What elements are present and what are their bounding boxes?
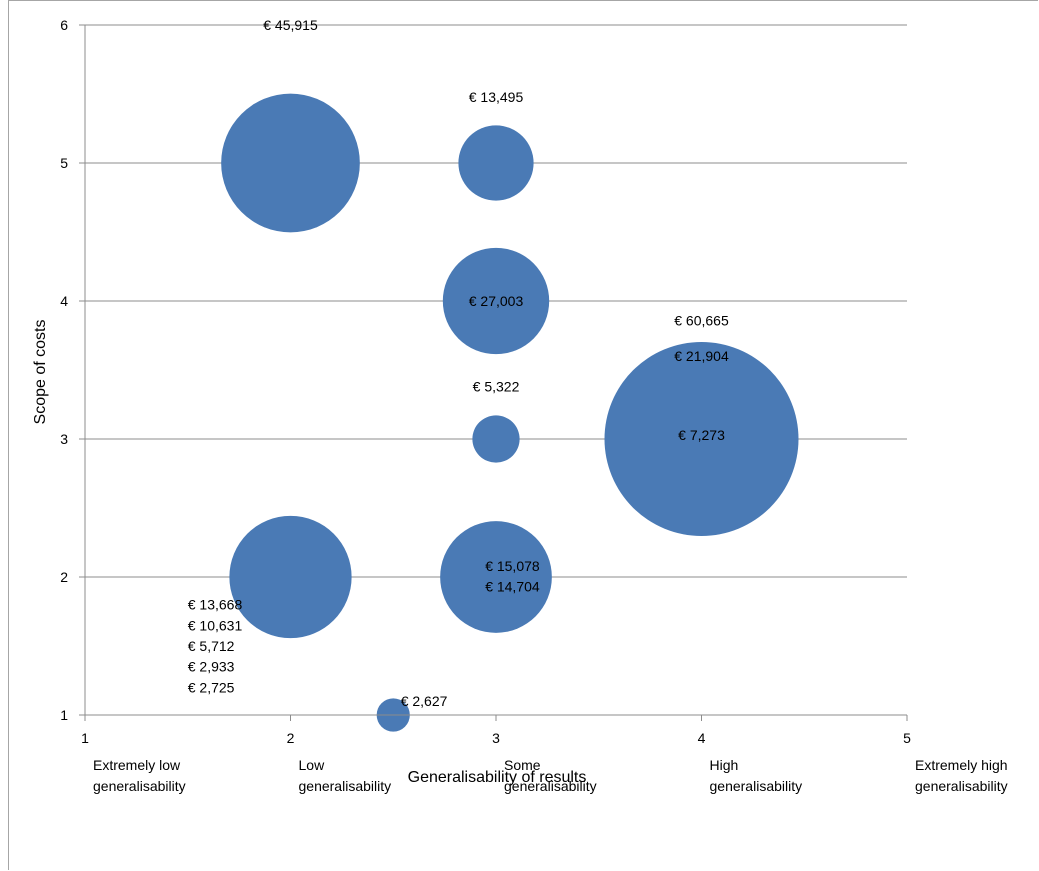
data-label: € 27,003 bbox=[469, 293, 524, 309]
bubble bbox=[458, 125, 534, 201]
data-label: € 2,725 bbox=[188, 679, 235, 695]
data-label: € 10,631 bbox=[188, 617, 243, 633]
data-label: € 5,712 bbox=[188, 638, 235, 654]
x-category-label: Extremely low bbox=[93, 757, 181, 773]
x-category-label: Extremely high bbox=[915, 757, 1008, 773]
bubble bbox=[604, 342, 799, 536]
data-label: € 2,933 bbox=[188, 659, 235, 675]
y-axis-title: Scope of costs bbox=[32, 320, 49, 425]
x-category-label: generalisability bbox=[710, 778, 803, 794]
x-category-label: Some bbox=[504, 757, 541, 773]
x-axis-title: Generalisability of results bbox=[408, 769, 587, 786]
x-tick-label: 5 bbox=[903, 730, 911, 746]
y-tick-label: 2 bbox=[60, 569, 68, 585]
x-tick-label: 3 bbox=[492, 730, 500, 746]
x-tick-label: 1 bbox=[81, 730, 89, 746]
bubbles bbox=[221, 93, 799, 732]
x-category-label: generalisability bbox=[299, 778, 392, 794]
bubble bbox=[221, 93, 360, 233]
x-tick-label: 4 bbox=[698, 730, 706, 746]
y-tick-label: 5 bbox=[60, 155, 68, 171]
bubble bbox=[442, 247, 550, 355]
x-category-label: High bbox=[710, 757, 739, 773]
y-tick-label: 3 bbox=[60, 431, 68, 447]
data-label: € 15,078 bbox=[485, 558, 540, 574]
data-label: € 21,904 bbox=[674, 348, 729, 364]
x-category-label: generalisability bbox=[93, 778, 186, 794]
data-label: € 45,915 bbox=[263, 17, 318, 33]
y-tick-label: 1 bbox=[60, 707, 68, 723]
data-label: € 13,495 bbox=[469, 89, 524, 105]
bubble bbox=[229, 515, 352, 639]
y-tick-label: 6 bbox=[60, 17, 68, 33]
x-category-label: Low bbox=[299, 757, 326, 773]
data-label: € 7,273 bbox=[678, 427, 725, 443]
x-category-label: generalisability bbox=[915, 778, 1008, 794]
bubble bbox=[440, 521, 552, 633]
bubble bbox=[472, 415, 520, 463]
data-label: € 14,704 bbox=[485, 579, 540, 595]
data-label: € 60,665 bbox=[674, 312, 729, 328]
x-tick-label: 2 bbox=[287, 730, 295, 746]
data-label: € 5,322 bbox=[473, 379, 520, 395]
data-label: € 13,668 bbox=[188, 597, 243, 613]
chart-frame bbox=[8, 0, 1038, 870]
data-label: € 2,627 bbox=[401, 693, 448, 709]
x-category-label: generalisability bbox=[504, 778, 597, 794]
y-tick-label: 4 bbox=[60, 293, 68, 309]
data-labels: € 45,915 € 13,495 € 27,003 € 5,322 € 60,665 €… bbox=[188, 17, 729, 709]
